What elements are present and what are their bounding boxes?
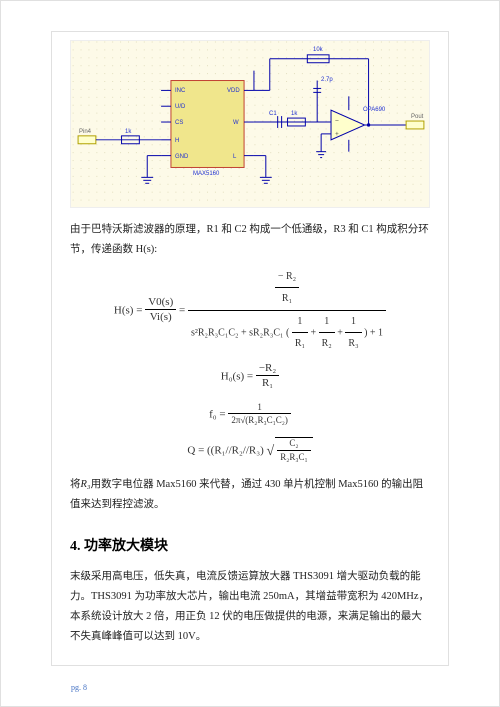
pin-h: H bbox=[175, 138, 179, 144]
port-out: Pout bbox=[411, 114, 423, 120]
paragraph-filter-intro: 由于巴特沃斯滤波器的原理，R1 和 C2 构成一个低通级，R3 和 C1 构成积… bbox=[70, 220, 430, 260]
page-number: pg. 8 bbox=[71, 683, 87, 692]
circuit-svg: − + bbox=[71, 41, 429, 207]
svg-text:−: − bbox=[335, 118, 339, 125]
paragraph-power-amp: 末级采用高电压，低失真，电流反馈运算放大器 THS3091 增大驱动负载的能力。… bbox=[70, 567, 430, 647]
pin-ud: U/D bbox=[175, 104, 185, 110]
circuit-schematic: − + INC bbox=[70, 40, 430, 208]
r2-val: 1k bbox=[291, 111, 297, 117]
section-4-heading: 4. 功率放大模块 bbox=[70, 535, 430, 555]
paragraph-r3-replace: 将R₃用数字电位器 Max5160 来代替，通过 430 单片机控制 Max51… bbox=[70, 475, 430, 515]
port-in: Pin4 bbox=[79, 129, 91, 135]
chip-label: MAX5160 bbox=[193, 171, 219, 177]
svg-text:+: + bbox=[335, 131, 339, 138]
pin-vdd: VDD bbox=[227, 88, 240, 94]
r4-val: 10k bbox=[313, 47, 323, 53]
equation-hs: H(s) = V0(s) Vi(s) = − R₂ R₁ s²R₂R₃C₁C₂ … bbox=[70, 270, 430, 351]
equation-f0: f₀ = 1 2π√(R₂R₃C₁C₂) bbox=[70, 402, 430, 427]
r1-val: 1k bbox=[125, 129, 131, 135]
pin-w: W bbox=[233, 120, 239, 126]
c1-val: 2.7p bbox=[321, 77, 333, 83]
equation-h0: H₀(s) = −R₂ R₁ bbox=[70, 361, 430, 392]
pin-cs: CS bbox=[175, 120, 183, 126]
equation-q: Q = ((R₁//R₂//R₃) √ C₂ R₂R₃C₁ bbox=[70, 437, 430, 463]
pin-gnd: GND bbox=[175, 154, 188, 160]
pin-l: L bbox=[233, 154, 236, 160]
pin-inc: INC bbox=[175, 88, 185, 94]
opamp-label: OPA690 bbox=[363, 107, 385, 113]
c-lbl: C1 bbox=[269, 111, 277, 117]
